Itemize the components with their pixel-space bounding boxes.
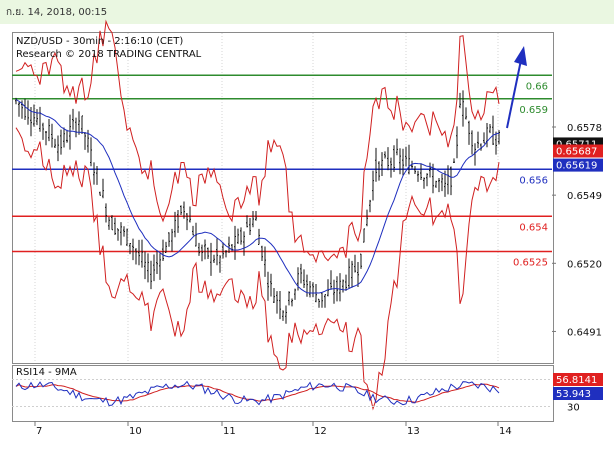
price-tag: [553, 158, 603, 172]
rsi-value-tag: [553, 373, 603, 386]
x-tick-label: 10: [129, 426, 142, 437]
price-chart-frame: [12, 32, 554, 364]
y-tick-label: 0.6520: [567, 259, 602, 270]
level-label: 0.654: [519, 222, 548, 233]
bollinger-upper-band: [15, 19, 500, 264]
price-tag-label: 0.65619: [556, 161, 597, 172]
y-tick-label: 0.6549: [567, 191, 602, 202]
level-label: 0.656: [519, 175, 548, 186]
y-tick-label: 0.6491: [567, 327, 602, 338]
price-tag: [553, 144, 603, 158]
rsi-value-tag: [553, 387, 603, 400]
chart-title: NZD/USD - 30min - 2:16:10 (CET): [16, 36, 184, 47]
chart-subtitle: Research © 2018 TRADING CENTRAL: [16, 49, 202, 60]
x-tick-label: 11: [223, 426, 236, 437]
level-label: 0.6525: [513, 258, 548, 269]
bollinger-lower-band: [15, 127, 500, 411]
forecast-arrow-line: [506, 59, 522, 129]
price-tag-label: 0.65687: [556, 147, 597, 158]
x-tick-label: 7: [36, 426, 42, 437]
x-tick-label: 14: [499, 426, 512, 437]
rsi-value-label: 53.943: [556, 389, 591, 400]
rsi-y-tick-label: 30: [567, 403, 580, 414]
rsi-value-label: 56.8141: [556, 375, 597, 386]
rsi-title: RSI14 - 9MA: [16, 367, 77, 378]
x-tick-label: 13: [407, 426, 420, 437]
timestamp: ก.ย. 14, 2018, 00:15: [6, 7, 108, 18]
y-tick-label: 0.6578: [567, 123, 602, 134]
rsi-ma-line: [15, 383, 500, 403]
moving-average-line: [15, 99, 500, 294]
x-tick-label: 12: [314, 426, 327, 437]
level-label: 0.659: [519, 105, 548, 116]
forecast-arrow-head: [514, 46, 527, 66]
rsi-line: [15, 380, 500, 407]
top-bar: ก.ย. 14, 2018, 00:15: [0, 0, 614, 24]
level-label: 0.66: [526, 81, 548, 92]
